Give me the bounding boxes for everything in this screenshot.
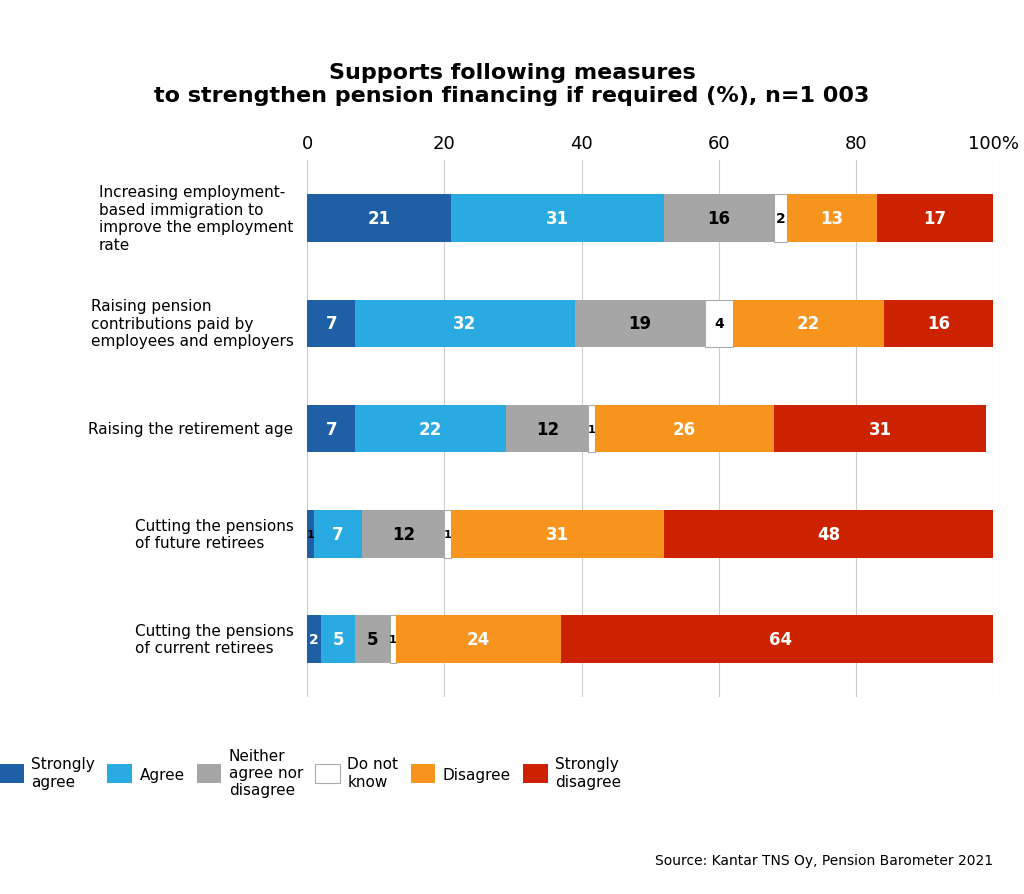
Bar xyxy=(787,195,877,242)
Legend: Strongly
agree, Agree, Neither
agree nor
disagree, Do not
know, Disagree, Strong: Strongly agree, Agree, Neither agree nor… xyxy=(0,748,622,797)
Bar xyxy=(452,510,664,558)
Text: 31: 31 xyxy=(546,210,569,228)
Bar xyxy=(307,406,355,452)
Bar xyxy=(506,406,589,452)
Bar xyxy=(307,195,452,242)
Bar xyxy=(389,616,396,663)
Bar xyxy=(595,406,774,452)
Bar xyxy=(884,300,993,348)
Text: Source: Kantar TNS Oy, Pension Barometer 2021: Source: Kantar TNS Oy, Pension Barometer… xyxy=(655,853,993,867)
Bar xyxy=(355,406,506,452)
Text: 7: 7 xyxy=(326,315,337,333)
Bar xyxy=(362,510,444,558)
Text: 31: 31 xyxy=(868,420,892,438)
Bar xyxy=(732,300,884,348)
Text: Raising the retirement age: Raising the retirement age xyxy=(88,422,294,436)
Text: Raising pension
contributions paid by
employees and employers: Raising pension contributions paid by em… xyxy=(90,299,294,349)
Text: 16: 16 xyxy=(927,315,950,333)
Text: 7: 7 xyxy=(326,420,337,438)
Text: 26: 26 xyxy=(673,420,696,438)
Text: 5: 5 xyxy=(367,630,378,648)
Bar xyxy=(355,300,574,348)
Text: 1: 1 xyxy=(307,529,314,539)
Text: 1: 1 xyxy=(389,635,397,645)
Bar xyxy=(664,195,774,242)
Text: 7: 7 xyxy=(332,526,344,544)
Text: 22: 22 xyxy=(797,315,819,333)
Bar xyxy=(355,616,389,663)
Bar xyxy=(774,406,986,452)
Bar xyxy=(307,510,314,558)
Bar xyxy=(314,510,362,558)
Text: Increasing employment-
based immigration to
improve the employment
rate: Increasing employment- based immigration… xyxy=(99,185,294,252)
Bar xyxy=(706,300,732,348)
Text: 2: 2 xyxy=(309,632,318,646)
Text: 13: 13 xyxy=(820,210,844,228)
Bar xyxy=(444,510,452,558)
Bar xyxy=(574,300,706,348)
Bar xyxy=(396,616,561,663)
Text: 12: 12 xyxy=(392,526,415,544)
Text: 1: 1 xyxy=(444,529,452,539)
Bar xyxy=(321,616,355,663)
Bar xyxy=(452,195,664,242)
Text: 4: 4 xyxy=(714,317,724,331)
Text: 2: 2 xyxy=(776,212,785,226)
Bar xyxy=(774,195,787,242)
Text: 12: 12 xyxy=(536,420,559,438)
Text: 17: 17 xyxy=(924,210,946,228)
Bar xyxy=(664,510,993,558)
Text: 32: 32 xyxy=(454,315,476,333)
Text: 5: 5 xyxy=(333,630,344,648)
Text: Supports following measures
to strengthen pension financing if required (%), n=1: Supports following measures to strengthe… xyxy=(155,63,869,105)
Text: 31: 31 xyxy=(546,526,569,544)
Bar xyxy=(877,195,993,242)
Text: 21: 21 xyxy=(368,210,391,228)
Text: Cutting the pensions
of current retirees: Cutting the pensions of current retirees xyxy=(134,623,294,655)
Bar xyxy=(307,300,355,348)
Bar xyxy=(307,616,321,663)
Text: 64: 64 xyxy=(769,630,793,648)
Bar xyxy=(589,406,595,452)
Text: 1: 1 xyxy=(588,424,596,434)
Bar xyxy=(561,616,1000,663)
Text: Cutting the pensions
of future retirees: Cutting the pensions of future retirees xyxy=(134,519,294,551)
Text: 22: 22 xyxy=(419,420,442,438)
Text: 24: 24 xyxy=(467,630,490,648)
Text: 16: 16 xyxy=(708,210,730,228)
Text: 48: 48 xyxy=(817,526,840,544)
Text: 19: 19 xyxy=(629,315,651,333)
